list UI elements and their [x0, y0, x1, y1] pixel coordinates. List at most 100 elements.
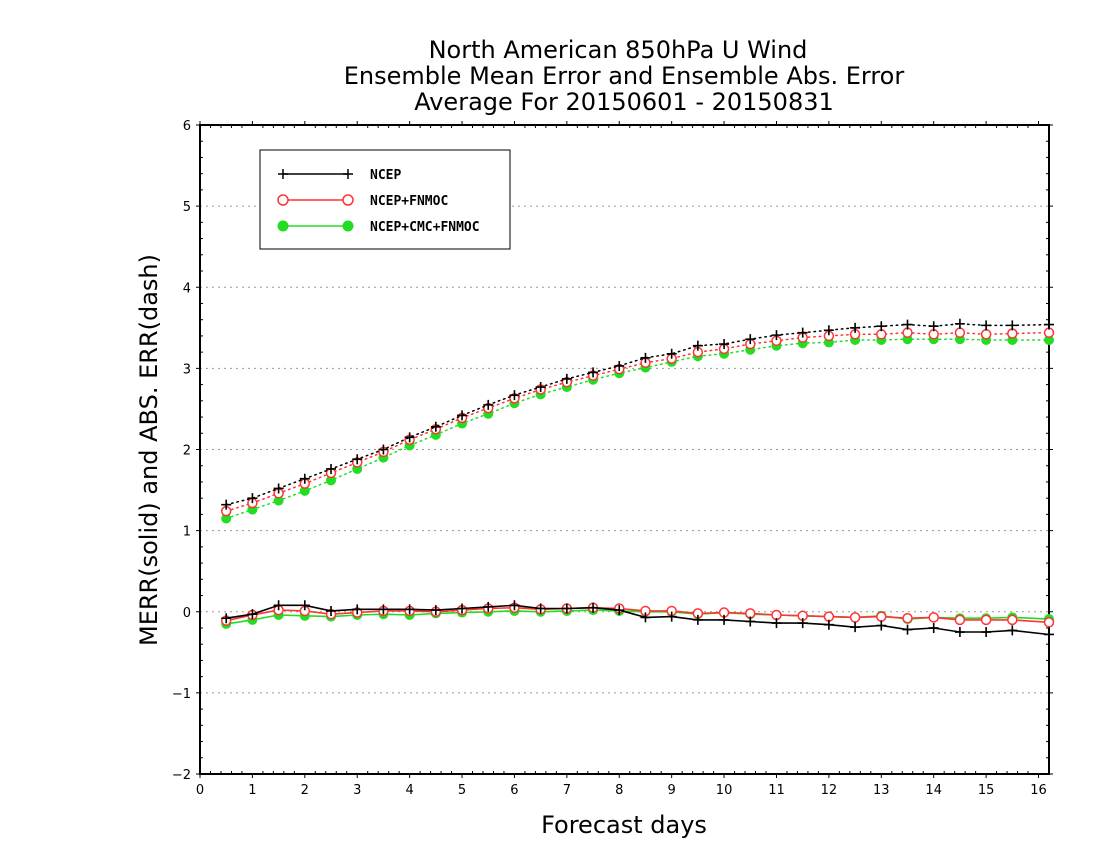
abs-err-point-ncep-fnmoc [980, 329, 992, 340]
abs-err-point-ncep-fnmoc [954, 327, 966, 338]
abs-err-point-ncep-cmc-fnmoc [273, 495, 284, 506]
merr-point-ncep-fnmoc [876, 611, 887, 622]
merr-point-ncep [902, 624, 913, 635]
abs-err-point-ncep [928, 321, 939, 332]
merr-point-ncep [299, 600, 310, 611]
abs-err-point-ncep [692, 340, 703, 351]
merr-point-ncep [797, 618, 808, 629]
x-tick-label: 1 [248, 783, 256, 798]
merr-point-ncep [771, 618, 782, 629]
abs-err-line-ncep-cmc-fnmoc [225, 338, 1050, 520]
abs-err-point-ncep-cmc-fnmoc [299, 485, 310, 496]
title-line-3: Average For 20150601 - 20150831 [414, 88, 834, 116]
x-tick-label: 11 [768, 783, 785, 798]
merr-point-ncep [378, 604, 389, 615]
merr-point-ncep-fnmoc [928, 612, 939, 623]
abs-err-point-ncep [299, 473, 310, 484]
x-tick-label: 14 [925, 783, 942, 798]
merr-point-ncep [666, 611, 677, 622]
x-tick-label: 12 [821, 783, 838, 798]
x-tick-label: 13 [873, 783, 890, 798]
abs-err-point-ncep [797, 327, 808, 338]
abs-err-point-ncep [221, 499, 232, 510]
abs-err-point-ncep [850, 322, 861, 333]
merr-point-ncep [692, 614, 703, 625]
merr-point-ncep [928, 622, 939, 633]
abs-err-point-ncep [771, 330, 782, 341]
abs-err-point-ncep [352, 454, 363, 465]
abs-err-point-ncep [876, 321, 887, 332]
abs-err-point-ncep [1044, 319, 1054, 330]
y-tick-label: 4 [183, 281, 191, 296]
abs-err-line-ncep [225, 323, 1050, 506]
abs-err-point-ncep [535, 382, 546, 393]
x-tick-label: 0 [196, 783, 204, 798]
merr-point-ncep-fnmoc [980, 614, 992, 626]
merr-point-ncep [247, 609, 258, 620]
abs-err-point-ncep [378, 444, 389, 455]
abs-err-point-ncep [666, 348, 677, 359]
x-tick-label: 6 [510, 783, 518, 798]
merr-point-ncep [483, 601, 494, 612]
abs-err-point-ncep [1007, 320, 1018, 331]
legend: NCEP NCEP+FNMOC NCEP+CMC+FNMOC [259, 149, 511, 250]
merr-point-ncep [326, 605, 337, 616]
abs-err-point-ncep [326, 463, 337, 474]
abs-err-point-ncep [954, 318, 965, 329]
merr-point-ncep [588, 602, 599, 613]
series-ncep-cmc-fnmoc [221, 334, 1054, 629]
x-tick-label: 7 [563, 783, 571, 798]
title-line-2: Ensemble Mean Error and Ensemble Abs. Er… [344, 62, 905, 90]
legend-marker-ncep-cmc-fnmoc [277, 220, 354, 232]
merr-point-ncep [719, 614, 730, 625]
y-tick-label: 5 [183, 200, 191, 215]
abs-err-point-ncep [588, 367, 599, 378]
series-ncep [221, 318, 1054, 640]
y-tick-label: 1 [183, 525, 191, 540]
y-tick-label: 3 [183, 362, 191, 377]
abs-err-point-ncep [745, 334, 756, 345]
abs-err-point-ncep [247, 493, 258, 504]
y-tick-label: −2 [172, 768, 191, 783]
merr-point-ncep-fnmoc [1043, 617, 1055, 628]
chart-title: North American 850hPa U Wind Ensemble Me… [344, 36, 905, 116]
merr-point-ncep [850, 622, 861, 633]
merr-point-ncep [273, 600, 284, 611]
merr-point-ncep-fnmoc [954, 614, 966, 626]
abs-err-point-ncep-cmc-fnmoc [221, 513, 232, 524]
y-axis-label: MERR(solid) and ABS. ERR(dash) [135, 254, 163, 646]
merr-point-ncep-fnmoc [1007, 614, 1018, 626]
merr-point-ncep [614, 605, 625, 616]
merr-point-ncep [954, 627, 965, 638]
abs-err-point-ncep-cmc-fnmoc [1044, 334, 1054, 345]
y-tick-label: −1 [172, 687, 191, 702]
abs-err-point-ncep [561, 373, 572, 384]
merr-point-ncep [404, 604, 415, 615]
merr-point-ncep-fnmoc [902, 612, 913, 624]
abs-err-point-ncep [457, 410, 468, 421]
abs-err-point-ncep [823, 325, 834, 336]
x-tick-label: 9 [668, 783, 676, 798]
merr-point-ncep [1044, 629, 1054, 640]
title-line-1: North American 850hPa U Wind [429, 36, 808, 64]
merr-point-ncep [352, 604, 363, 615]
series-group [220, 318, 1055, 640]
x-tick-label: 3 [353, 783, 361, 798]
legend-label-ncep-fnmoc: NCEP+FNMOC [370, 194, 448, 209]
y-tick-label: 2 [183, 444, 191, 459]
abs-err-point-ncep [404, 432, 415, 443]
abs-err-point-ncep [273, 483, 284, 494]
merr-point-ncep [745, 616, 756, 627]
series-ncep-fnmoc [220, 327, 1055, 628]
abs-err-point-ncep [483, 399, 494, 410]
merr-point-ncep [221, 613, 232, 624]
merr-point-ncep [981, 627, 992, 638]
abs-err-point-ncep [640, 352, 651, 363]
abs-err-point-ncep [981, 320, 992, 331]
legend-marker-ncep [278, 169, 353, 179]
merr-point-ncep [640, 612, 651, 623]
abs-err-line-ncep-fnmoc [225, 331, 1050, 512]
abs-err-point-ncep [509, 390, 520, 401]
x-tick-label: 16 [1030, 783, 1047, 798]
